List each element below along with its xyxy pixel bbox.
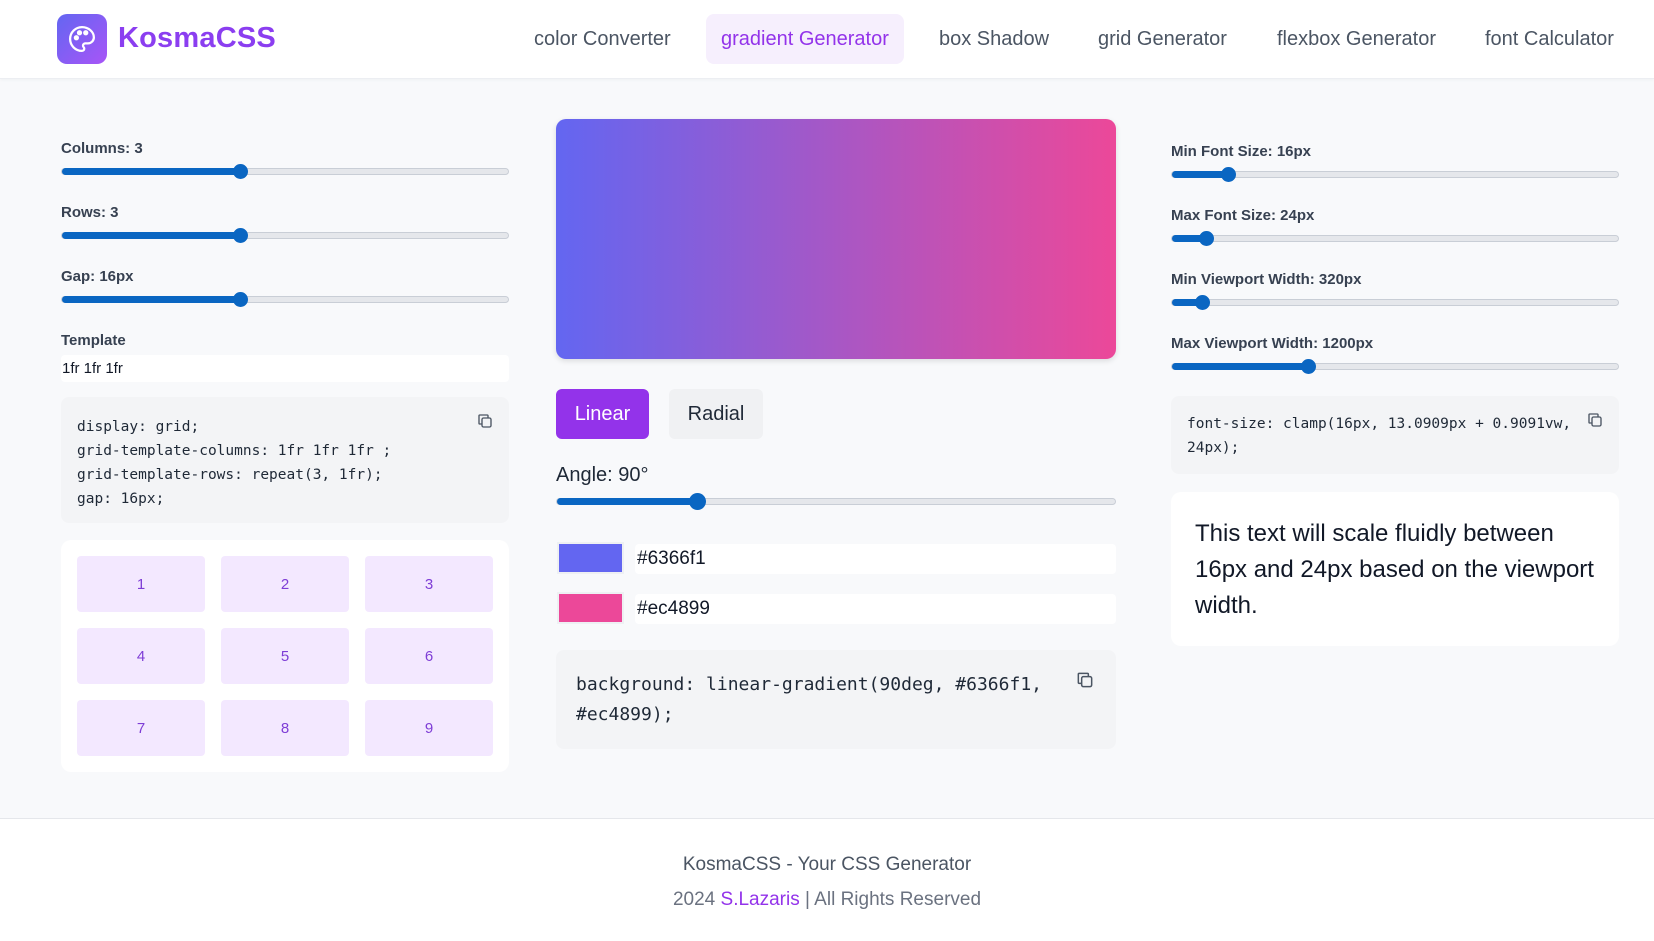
grid-cell: 9 [365, 700, 493, 756]
grid-css-output: display: grid; grid-template-columns: 1f… [61, 397, 509, 523]
max-font-slider-fill [1172, 235, 1207, 242]
nav-color-converter[interactable]: color Converter [534, 28, 671, 50]
font-code-line: font-size: clamp(16px, 13.0909px + 0.909… [1187, 416, 1572, 432]
gap-slider-thumb[interactable] [233, 292, 249, 307]
copy-icon[interactable] [1075, 670, 1095, 690]
grid-code-line: grid-template-columns: 1fr 1fr 1fr ; [77, 443, 392, 459]
linear-button[interactable]: Linear [556, 389, 649, 439]
font-code-line: 24px); [1187, 440, 1240, 456]
grid-cell: 3 [365, 556, 493, 612]
rows-label: Rows: 3 [61, 204, 119, 221]
max-viewport-label: Max Viewport Width: 1200px [1171, 335, 1374, 352]
min-font-slider-thumb[interactable] [1220, 167, 1236, 182]
top-nav-bar: KosmaCSS color Converter gradient Genera… [0, 0, 1654, 79]
copy-icon[interactable] [1586, 411, 1604, 429]
brand-name[interactable]: KosmaCSS [118, 22, 276, 54]
rows-slider-thumb[interactable] [233, 228, 249, 243]
color-1-swatch[interactable] [557, 542, 624, 574]
grid-cell: 1 [77, 556, 205, 612]
gradient-css-output: background: linear-gradient(90deg, #6366… [556, 650, 1116, 749]
gap-slider-fill [62, 296, 241, 303]
grid-code-line: display: grid; [77, 419, 200, 435]
palette-icon [69, 26, 95, 52]
gap-slider[interactable] [61, 292, 509, 307]
nav-font-calculator[interactable]: font Calculator [1485, 28, 1614, 50]
columns-slider-thumb[interactable] [233, 164, 249, 179]
gap-label: Gap: 16px [61, 268, 134, 285]
min-viewport-slider[interactable] [1171, 295, 1619, 310]
gradient-code-line: #ec4899); [576, 704, 674, 725]
font-css-output: font-size: clamp(16px, 13.0909px + 0.909… [1171, 396, 1619, 474]
grid-cell: 8 [221, 700, 349, 756]
gradient-preview [556, 119, 1116, 359]
columns-slider-fill [62, 168, 241, 175]
grid-cell: 6 [365, 628, 493, 684]
radial-button[interactable]: Radial [669, 389, 763, 439]
footer-tagline: KosmaCSS - Your CSS Generator [682, 854, 972, 875]
footer: KosmaCSS - Your CSS Generator 2024 S.Laz… [0, 818, 1654, 941]
min-font-slider-fill [1172, 171, 1228, 178]
grid-cell: 2 [221, 556, 349, 612]
nav-flexbox-generator[interactable]: flexbox Generator [1277, 28, 1436, 50]
logo[interactable] [57, 14, 107, 64]
grid-preview: 1 2 3 4 5 6 7 8 9 [61, 540, 509, 772]
max-viewport-slider[interactable] [1171, 359, 1619, 374]
max-font-slider[interactable] [1171, 231, 1619, 246]
min-viewport-slider-fill [1172, 299, 1202, 306]
min-font-slider[interactable] [1171, 167, 1619, 182]
max-viewport-slider-fill [1172, 363, 1309, 370]
gradient-code-line: background: linear-gradient(90deg, #6366… [576, 674, 1042, 695]
color-2-swatch[interactable] [557, 592, 624, 624]
min-viewport-label: Min Viewport Width: 320px [1171, 271, 1362, 288]
template-input[interactable] [61, 355, 509, 382]
nav-box-shadow[interactable]: box Shadow [939, 28, 1050, 50]
footer-year: 2024 [672, 889, 716, 910]
copy-icon[interactable] [476, 412, 494, 430]
min-viewport-slider-thumb[interactable] [1194, 295, 1210, 310]
grid-code-line: gap: 16px; [77, 491, 165, 507]
grid-cell: 7 [77, 700, 205, 756]
nav-gradient-generator[interactable]: gradient Generator [706, 14, 904, 64]
rows-slider[interactable] [61, 228, 509, 243]
grid-cell: 5 [221, 628, 349, 684]
color-1-input[interactable]: #6366f1 [635, 544, 1116, 574]
angle-slider[interactable] [556, 493, 1116, 510]
author-link[interactable]: S.Lazaris [720, 889, 800, 910]
grid-code-line: grid-template-rows: repeat(3, 1fr); [77, 467, 383, 483]
max-viewport-slider-thumb[interactable] [1301, 359, 1317, 374]
footer-rights: | All Rights Reserved [805, 889, 982, 910]
max-font-slider-thumb[interactable] [1199, 231, 1215, 246]
min-font-label: Min Font Size: 16px [1171, 143, 1312, 160]
nav-grid-generator[interactable]: grid Generator [1098, 28, 1227, 50]
columns-slider[interactable] [61, 164, 509, 179]
max-font-label: Max Font Size: 24px [1171, 207, 1315, 224]
rows-slider-fill [62, 232, 241, 239]
fluid-text-preview: This text will scale fluidly between 16p… [1171, 492, 1619, 646]
columns-label: Columns: 3 [61, 140, 143, 157]
angle-slider-fill [557, 498, 697, 505]
angle-label: Angle: 90° [556, 464, 649, 486]
footer-copyright: 2024 S.Lazaris | All Rights Reserved [0, 889, 1654, 911]
template-label: Template [61, 332, 126, 349]
angle-slider-thumb[interactable] [688, 493, 706, 510]
color-2-input[interactable]: #ec4899 [635, 594, 1116, 624]
grid-cell: 4 [77, 628, 205, 684]
